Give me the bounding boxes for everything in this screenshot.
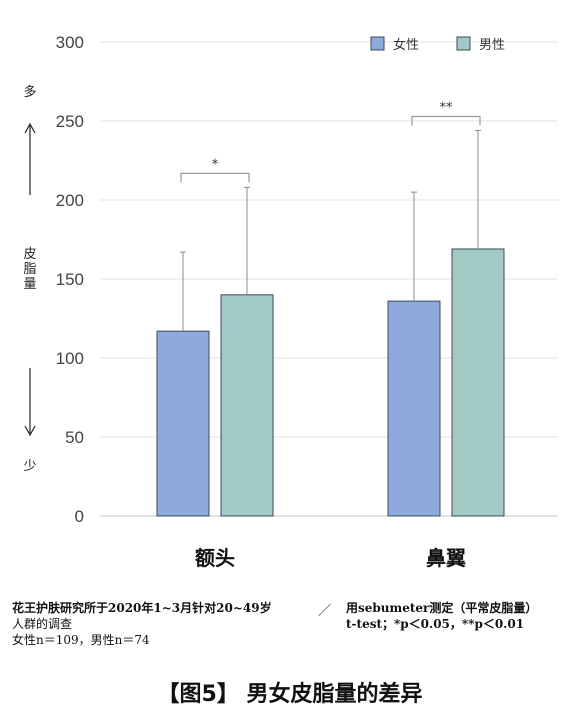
significance-bracket: [411, 115, 481, 126]
y-tick-label: 100: [56, 349, 84, 368]
bars: [156, 248, 505, 517]
figure-caption: 【图5】 男女皮脂量的差异: [157, 682, 423, 707]
y-tick-label: 200: [56, 191, 84, 210]
y-axis-label-char: 皮: [23, 247, 36, 262]
footnote-sample-size: 女性n＝109，男性n＝74: [12, 633, 150, 647]
bar: [451, 248, 505, 517]
y-tick-label: 250: [56, 112, 84, 131]
y-tick-label: 300: [56, 33, 84, 52]
footnote-method: 用sebumeter测定（平常皮脂量）: [346, 601, 538, 615]
significance-label: **: [440, 100, 454, 115]
legend-swatch: [370, 36, 385, 51]
down-arrowhead-icon: [24, 425, 36, 437]
significance-brackets: ***: [180, 100, 481, 183]
bar: [387, 300, 441, 517]
significance-label: *: [212, 157, 219, 172]
y-axis-label-char: 量: [23, 277, 36, 292]
legend-swatch: [456, 36, 471, 51]
significance-bracket: [180, 172, 250, 183]
y-tick-label: 150: [56, 270, 84, 289]
y-axis-ticks: 0 50 100 150 200 250 300: [56, 33, 84, 526]
footnote-survey-line1: 花王护肤研究所于2020年1~3月针对20~49岁: [12, 601, 272, 615]
y-tick-label: 0: [75, 507, 84, 526]
x-category-label: 鼻翼: [426, 546, 466, 570]
legend-label: 女性: [393, 37, 419, 53]
x-category-label: 额头: [195, 546, 235, 570]
bar: [156, 330, 210, 517]
footnote-separator: ／: [318, 604, 332, 619]
legend: 女性 男性: [370, 36, 505, 53]
footnote-right: 用sebumeter测定（平常皮脂量） t-test；*p＜0.05，**p＜0…: [346, 600, 576, 632]
footnote-left: 花王护肤研究所于2020年1~3月针对20~49岁 人群的调查 女性n＝109，…: [12, 600, 312, 648]
error-bars: [180, 129, 481, 332]
legend-label: 男性: [479, 38, 505, 53]
footnote-stats: t-test；*p＜0.05，**p＜0.01: [346, 617, 525, 631]
y-label-more: 多: [23, 84, 36, 100]
footnote-survey-line2: 人群的调查: [12, 617, 73, 631]
up-arrowhead-icon: [24, 122, 36, 134]
y-tick-label: 50: [65, 428, 84, 447]
y-axis-label-char: 脂: [23, 262, 36, 277]
y-label-less: 少: [23, 459, 36, 474]
bar: [220, 294, 274, 517]
x-axis-categories: 额头 鼻翼: [195, 546, 466, 570]
